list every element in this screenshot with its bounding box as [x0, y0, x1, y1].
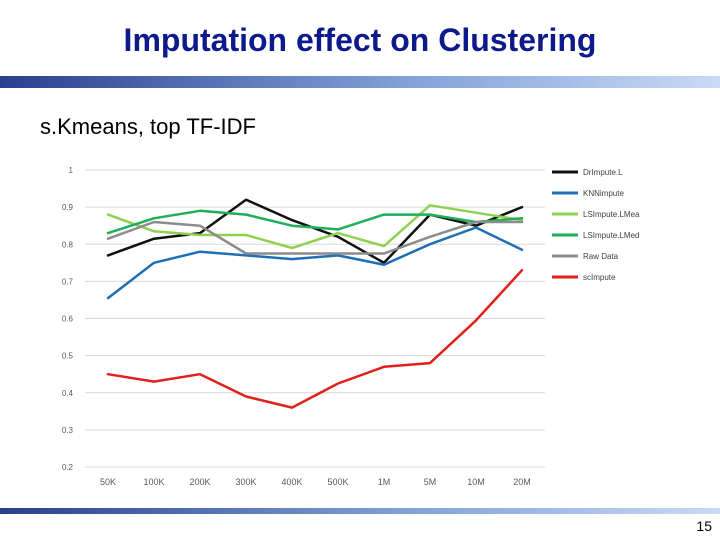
- x-tick-label: 50K: [100, 477, 116, 487]
- x-tick-label: 300K: [235, 477, 256, 487]
- series-line: [106, 209, 524, 235]
- y-tick-label: 0.3: [62, 426, 74, 435]
- page-number: 15: [696, 518, 712, 534]
- y-tick-label: 0.7: [62, 277, 74, 286]
- slide-subtitle: s.Kmeans, top TF-IDF: [40, 114, 256, 139]
- y-tick-label: 0.9: [62, 203, 74, 212]
- line-chart: 1 0.9 0.8 0.7 0.6 0.5 0.4 0.3 0.2 50K 100K 200K 300K…: [62, 166, 640, 487]
- x-tick-label: 400K: [281, 477, 302, 487]
- series-line: [106, 268, 524, 409]
- legend-label: Raw Data: [583, 252, 619, 261]
- series-line: [106, 204, 524, 250]
- x-tick-label: 100K: [143, 477, 164, 487]
- y-tick-label: 0.8: [62, 240, 74, 249]
- y-tick-label: 0.5: [62, 352, 74, 361]
- legend-label: KNNimpute: [583, 189, 624, 198]
- x-tick-label: 500K: [327, 477, 348, 487]
- legend-label: scImpute: [583, 273, 616, 282]
- x-tick-label: 1M: [378, 477, 391, 487]
- x-tick-label: 5M: [424, 477, 437, 487]
- legend-label: DrImpute.L: [583, 168, 623, 177]
- footer-divider: [0, 508, 720, 514]
- series-line: [106, 220, 524, 255]
- legend-label: LSImpute.LMed: [583, 231, 639, 240]
- title-divider: [0, 76, 720, 88]
- slide-title: Imputation effect on Clustering: [123, 22, 597, 58]
- series-line: [106, 226, 524, 300]
- x-tick-label: 10M: [467, 477, 485, 487]
- y-tick-label: 0.2: [62, 463, 74, 472]
- y-tick-label: 0.4: [62, 389, 74, 398]
- legend-label: LSImpute.LMean: [583, 210, 640, 219]
- x-tick-label: 200K: [189, 477, 210, 487]
- x-tick-label: 20M: [513, 477, 531, 487]
- y-tick-label: 0.6: [62, 315, 74, 324]
- y-tick-label: 1: [69, 166, 74, 175]
